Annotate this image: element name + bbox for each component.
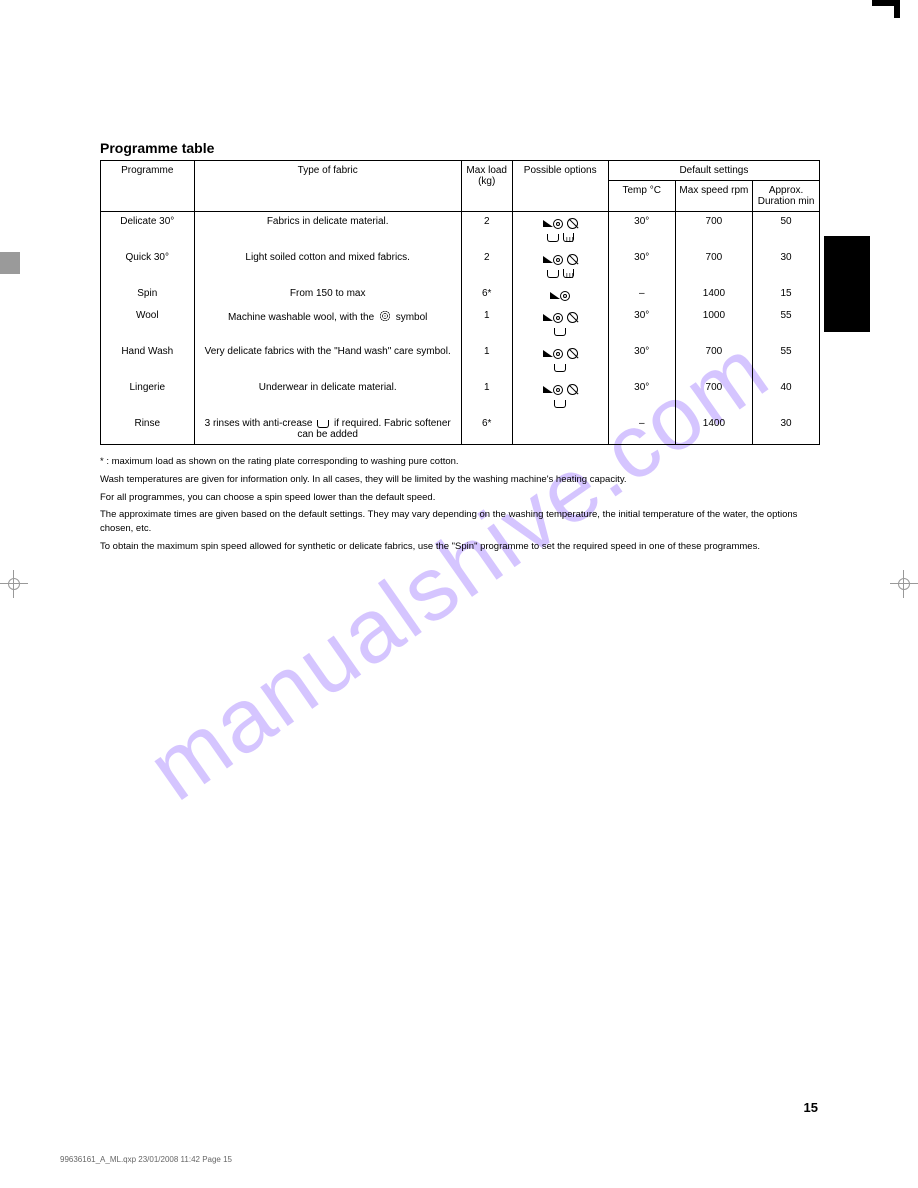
cell-duration: 55 [753, 342, 820, 378]
cell-speed: 1400 [675, 284, 753, 306]
black-tab-right [824, 236, 870, 332]
note-line: The approximate times are given based on… [100, 508, 820, 536]
cell-load: 1 [461, 306, 512, 342]
cell-speed: 700 [675, 342, 753, 378]
cell-temp: – [608, 284, 675, 306]
cell-temp: 30° [608, 342, 675, 378]
cell-options [512, 306, 608, 342]
cell-type: From 150 to max [194, 284, 461, 306]
cell-programme: Quick 30° [101, 248, 195, 284]
cell-type: Fabrics in delicate material. [194, 212, 461, 249]
cell-duration: 30 [753, 248, 820, 284]
registration-mark-right [890, 570, 918, 598]
cell-load: 2 [461, 212, 512, 249]
note-line: * : maximum load as shown on the rating … [100, 455, 820, 469]
cell-options [512, 284, 608, 306]
cell-temp: 30° [608, 306, 675, 342]
cell-load: 1 [461, 378, 512, 414]
note-line: For all programmes, you can choose a spi… [100, 491, 820, 505]
cell-programme: Spin [101, 284, 195, 306]
cell-type: Very delicate fabrics with the "Hand was… [194, 342, 461, 378]
cell-load: 2 [461, 248, 512, 284]
cell-duration: 40 [753, 378, 820, 414]
cell-type: 3 rinses with anti-crease if required. F… [194, 414, 461, 445]
gray-square-left [0, 252, 20, 274]
th-default: Default settings [608, 161, 819, 181]
th-programme: Programme [101, 161, 195, 212]
cell-options [512, 378, 608, 414]
crop-mark-top-v [894, 0, 900, 18]
note-line: To obtain the maximum spin speed allowed… [100, 540, 820, 554]
cell-speed: 1400 [675, 414, 753, 445]
cell-temp: – [608, 414, 675, 445]
cell-duration: 30 [753, 414, 820, 445]
cell-temp: 30° [608, 378, 675, 414]
cell-duration: 15 [753, 284, 820, 306]
cell-type: Underwear in delicate material. [194, 378, 461, 414]
th-speed: Max speed rpm [675, 181, 753, 212]
cell-temp: 30° [608, 212, 675, 249]
th-duration: Approx. Duration min [753, 181, 820, 212]
programme-table: Programme Type of fabric Max load (kg) P… [100, 160, 820, 445]
cell-duration: 55 [753, 306, 820, 342]
cell-programme: Delicate 30° [101, 212, 195, 249]
cell-load: 1 [461, 342, 512, 378]
cell-speed: 1000 [675, 306, 753, 342]
footer-file-info: 99636161_A_ML.qxp 23/01/2008 11:42 Page … [60, 1155, 232, 1164]
cell-load: 6* [461, 414, 512, 445]
th-options: Possible options [512, 161, 608, 212]
cell-speed: 700 [675, 248, 753, 284]
page-title: Programme table [100, 140, 820, 156]
cell-programme: Hand Wash [101, 342, 195, 378]
cell-options: III [512, 212, 608, 249]
cell-speed: 700 [675, 212, 753, 249]
cell-speed: 700 [675, 378, 753, 414]
cell-programme: Wool [101, 306, 195, 342]
cell-temp: 30° [608, 248, 675, 284]
cell-options [512, 414, 608, 445]
page-number: 15 [804, 1100, 818, 1115]
cell-type: Light soiled cotton and mixed fabrics. [194, 248, 461, 284]
th-temp: Temp °C [608, 181, 675, 212]
cell-type: Machine washable wool, with the symbol [194, 306, 461, 342]
note-line: Wash temperatures are given for informat… [100, 473, 820, 487]
cell-programme: Lingerie [101, 378, 195, 414]
registration-mark-left [0, 570, 28, 598]
cell-options: III [512, 248, 608, 284]
cell-duration: 50 [753, 212, 820, 249]
cell-programme: Rinse [101, 414, 195, 445]
notes-block: * : maximum load as shown on the rating … [100, 455, 820, 554]
cell-options [512, 342, 608, 378]
cell-load: 6* [461, 284, 512, 306]
th-load: Max load (kg) [461, 161, 512, 212]
th-type: Type of fabric [194, 161, 461, 212]
